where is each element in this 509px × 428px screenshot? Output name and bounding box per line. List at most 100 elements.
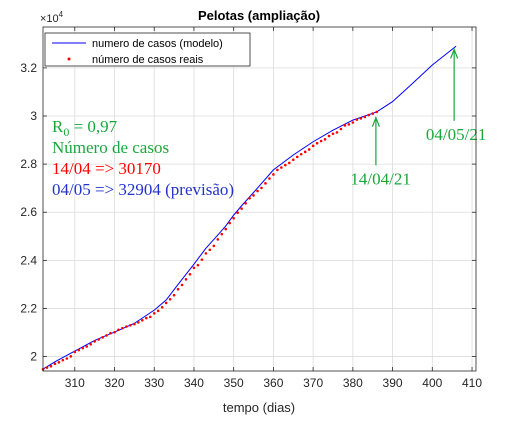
real-case-point <box>272 173 275 176</box>
real-case-point <box>49 364 53 368</box>
y-exponent-base: ×10 <box>40 13 59 25</box>
real-case-point <box>93 340 96 343</box>
plot-area <box>43 27 476 371</box>
real-case-point <box>117 328 120 332</box>
real-case-point <box>65 357 69 360</box>
real-case-point <box>148 315 152 319</box>
real-case-point <box>89 343 92 346</box>
real-case-point <box>347 123 351 126</box>
real-case-point <box>220 232 224 236</box>
real-case-point <box>367 113 371 117</box>
real-case-point <box>228 221 232 225</box>
real-case-point <box>85 345 88 348</box>
real-case-point <box>268 177 271 180</box>
axes-box <box>42 26 477 372</box>
real-case-point <box>184 278 188 281</box>
real-case-point <box>359 117 363 120</box>
legend: numero de casos (modelo) número de casos… <box>44 32 251 67</box>
real-case-point <box>168 298 172 301</box>
real-case-point <box>133 322 136 326</box>
real-case-point <box>319 139 323 143</box>
ann-04-05-label: 04/05/21 <box>426 125 486 144</box>
real-case-point <box>351 121 355 124</box>
real-case-point <box>152 311 156 315</box>
x-tick-label: 360 <box>263 376 283 390</box>
r0-text: R0 = 0,97 <box>52 117 118 139</box>
real-case-point <box>121 326 124 330</box>
real-case-point <box>315 141 319 145</box>
real-case-point <box>295 155 299 159</box>
real-case-point <box>264 182 267 185</box>
real-case-point <box>363 115 367 119</box>
real-case-point <box>109 331 112 335</box>
real-case-point <box>113 330 116 334</box>
real-case-point <box>256 189 259 193</box>
real-case-point <box>180 283 184 287</box>
real-case-point <box>129 323 132 327</box>
real-case-point <box>196 263 200 267</box>
real-case-point <box>160 305 164 309</box>
real-case-point <box>125 325 128 328</box>
x-axis-label: tempo (dias) <box>223 400 295 415</box>
y-tick-label: 2 <box>30 350 37 364</box>
real-case-point <box>176 287 180 291</box>
real-case-point <box>280 166 283 169</box>
real-case-point <box>69 355 73 358</box>
real-cases-series <box>41 110 378 371</box>
real-case-point <box>192 266 196 270</box>
y-tick-label: 2.2 <box>20 301 37 315</box>
real-case-point <box>331 132 335 136</box>
real-case-point <box>101 336 104 339</box>
info-text: R0 = 0,97 Número de casos 14/04 => 30170… <box>52 117 234 199</box>
real-case-point <box>81 346 85 350</box>
y-exponent-label: ×104 <box>40 10 64 25</box>
y-tick-label: 2.6 <box>20 205 37 219</box>
ann-14-04-label: 14/04/21 <box>350 170 410 189</box>
real-case-point <box>291 158 295 162</box>
grid <box>43 27 476 371</box>
annotations: 14/04/21 04/05/21 <box>350 47 486 189</box>
real-case-point <box>327 134 331 138</box>
real-case-point <box>248 196 251 200</box>
real-case-point <box>252 194 255 197</box>
real-case-point <box>224 227 228 231</box>
real-case-point <box>240 207 243 210</box>
cases-14-04: 14/04 => 30170 <box>52 159 161 178</box>
real-case-point <box>216 238 220 241</box>
real-case-point <box>141 318 144 322</box>
real-case-point <box>144 316 148 320</box>
y-tick-label: 3.2 <box>20 61 37 75</box>
real-case-point <box>307 148 311 151</box>
real-case-point <box>200 258 204 261</box>
y-tick-label: 2.8 <box>20 157 37 171</box>
legend-points-label: número de casos reais <box>92 54 204 66</box>
real-case-point <box>97 338 100 341</box>
ann-04-05-arrow-head <box>450 47 459 59</box>
real-case-point <box>236 211 239 215</box>
real-case-point <box>172 293 176 297</box>
real-case-point <box>164 301 168 305</box>
x-tick-label: 410 <box>462 376 482 390</box>
real-case-point <box>77 348 81 352</box>
x-tick-label: 390 <box>383 376 403 390</box>
axes <box>42 26 477 372</box>
real-case-point <box>208 248 212 252</box>
real-case-point <box>73 350 77 354</box>
real-case-point <box>287 161 291 165</box>
x-tick-label: 380 <box>343 376 363 390</box>
real-case-point <box>299 152 303 156</box>
real-case-point <box>303 150 307 154</box>
r0-label: R <box>52 117 64 136</box>
x-tick-label: 370 <box>303 376 323 390</box>
x-tick-label: 320 <box>104 376 124 390</box>
legend-model-label: numero de casos (modelo) <box>92 38 223 50</box>
real-case-point <box>53 362 57 366</box>
x-tick-label: 340 <box>184 376 204 390</box>
chart-title: Pelotas (ampliação) <box>198 8 320 23</box>
x-tick-label: 400 <box>422 376 442 390</box>
legend-points-swatch <box>67 57 71 61</box>
real-case-point <box>335 131 339 134</box>
y-exponent-power: 4 <box>59 10 64 19</box>
real-case-point <box>212 244 216 248</box>
